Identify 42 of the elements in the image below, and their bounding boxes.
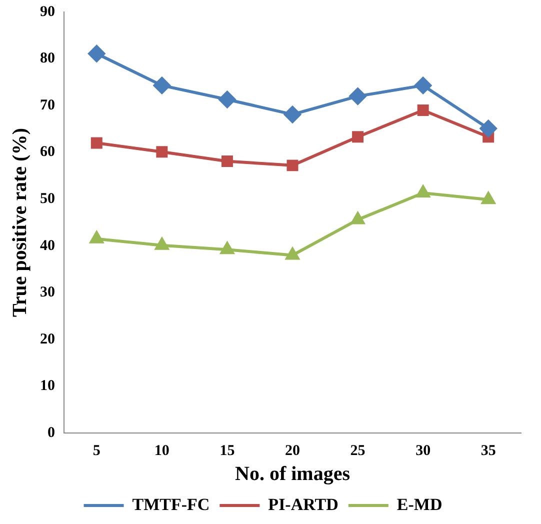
y-tick-label: 90	[40, 4, 55, 20]
y-tick-label: 60	[40, 144, 55, 160]
y-tick-label: 40	[40, 238, 55, 254]
point	[416, 186, 430, 198]
x-tick-label: 20	[285, 442, 300, 459]
legend-label: PI-ARTD	[268, 494, 338, 514]
point	[414, 76, 432, 94]
point	[349, 88, 366, 105]
point	[153, 76, 170, 94]
x-tick-label: 15	[220, 442, 235, 459]
point	[286, 160, 298, 172]
legend-label: TMTF-FC	[132, 494, 210, 514]
y-tick-label: 30	[40, 284, 55, 301]
y-axis-title: True positive rate (%)	[9, 128, 32, 318]
y-tick-label: 50	[40, 190, 55, 207]
x-tick-label: 5	[92, 442, 100, 459]
legend-label: E-MD	[396, 494, 442, 514]
point	[88, 45, 106, 62]
x-axis-title: No. of images	[235, 463, 350, 486]
y-tick-label: 80	[40, 50, 55, 67]
point	[218, 90, 236, 108]
point	[480, 120, 497, 137]
point	[90, 231, 104, 244]
point	[155, 238, 169, 250]
point	[417, 104, 429, 116]
x-tick-label: 10	[154, 442, 170, 459]
point	[482, 192, 496, 204]
point	[286, 248, 300, 260]
point	[221, 155, 233, 167]
y-tick-label: 10	[40, 378, 55, 394]
x-tick-label: 25	[350, 442, 366, 459]
y-tick-label: 70	[40, 97, 55, 114]
x-tick-label: 30	[416, 442, 431, 459]
y-tick-label: 20	[40, 331, 55, 348]
point	[351, 212, 364, 224]
point	[220, 242, 234, 254]
point	[284, 106, 301, 123]
y-tick-label: 0	[48, 424, 55, 441]
point	[352, 131, 364, 143]
point	[156, 146, 168, 158]
point	[90, 137, 102, 149]
x-tick-label: 35	[480, 442, 496, 459]
